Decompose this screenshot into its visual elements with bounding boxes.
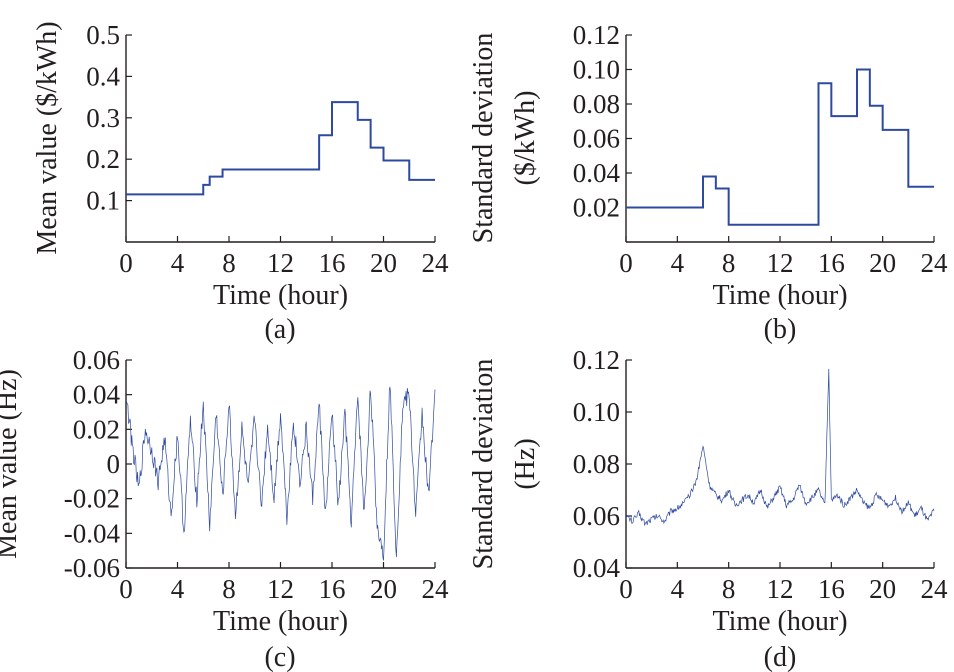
x-tick-label: 8 bbox=[722, 248, 736, 278]
x-axis-label: Time (hour) bbox=[213, 606, 348, 637]
y-axis-label-line2: (Hz) bbox=[510, 438, 541, 489]
y-tick-label: 0 bbox=[107, 449, 121, 479]
y-tick-label: 0.04 bbox=[573, 553, 621, 583]
x-axis-label: Time (hour) bbox=[712, 606, 847, 637]
panel-caption: (a) bbox=[264, 314, 295, 345]
panel-caption: (c) bbox=[264, 642, 295, 672]
x-tick-label: 20 bbox=[869, 248, 896, 278]
y-tick-label: 0.06 bbox=[573, 501, 620, 531]
y-axis-label: Standard deviation bbox=[468, 33, 499, 244]
y-tick-label: 0.08 bbox=[573, 449, 620, 479]
y-tick-label: 0.04 bbox=[573, 158, 621, 188]
x-tick-label: 12 bbox=[767, 574, 794, 604]
y-tick-label: 0.5 bbox=[86, 20, 120, 50]
y-tick-label: 0.04 bbox=[73, 380, 121, 410]
series-line bbox=[126, 101, 435, 196]
y-tick-label: 0.08 bbox=[573, 89, 620, 119]
x-tick-label: 16 bbox=[319, 248, 346, 278]
y-tick-label: 0.3 bbox=[86, 103, 120, 133]
x-tick-label: 20 bbox=[370, 248, 397, 278]
panel-caption: (d) bbox=[764, 642, 797, 672]
y-tick-label: -0.04 bbox=[64, 518, 121, 548]
x-tick-label: 16 bbox=[319, 574, 346, 604]
x-axis-label: Time (hour) bbox=[213, 280, 348, 311]
y-tick-label: 0.2 bbox=[86, 144, 120, 174]
chart-panel-1: 0 4 8 12 16 20 24 0.1 0.2 0.3 0.4 0.5 Time (hour) Mea… bbox=[32, 20, 449, 345]
x-tick-label: 12 bbox=[267, 574, 294, 604]
series-line bbox=[625, 368, 935, 527]
chart-panel-2: 0 4 8 12 16 20 24 0.02 0.04 0.06 0.08 0.10 0.12 Time … bbox=[468, 20, 948, 345]
x-tick-label: 0 bbox=[119, 574, 133, 604]
x-tick-label: 4 bbox=[171, 574, 185, 604]
y-axis-label: Standard deviation bbox=[468, 359, 499, 570]
y-axis-label: Mean value ($/kWh) bbox=[32, 21, 63, 254]
x-tick-label: 4 bbox=[171, 248, 185, 278]
chart-panel-3: 0 4 8 12 16 20 24 -0.06 -0.04 -0.02 0 0.02 0.04 0.06 T… bbox=[0, 345, 449, 672]
y-tick-label: -0.06 bbox=[64, 553, 120, 583]
x-tick-label: 24 bbox=[422, 248, 450, 278]
x-tick-label: 20 bbox=[370, 574, 397, 604]
y-tick-label: 0.02 bbox=[73, 414, 120, 444]
x-tick-label: 0 bbox=[119, 248, 133, 278]
x-tick-label: 0 bbox=[619, 574, 633, 604]
x-tick-label: 8 bbox=[222, 248, 236, 278]
y-tick-label: 0.1 bbox=[86, 186, 120, 216]
y-tick-label: 0.12 bbox=[573, 20, 620, 50]
x-tick-label: 16 bbox=[818, 574, 845, 604]
series-line bbox=[626, 68, 934, 226]
series-line bbox=[125, 386, 436, 561]
y-axis-label-line2: ($/kWh) bbox=[510, 91, 541, 186]
x-tick-label: 24 bbox=[921, 574, 949, 604]
x-tick-label: 0 bbox=[619, 248, 633, 278]
x-tick-label: 24 bbox=[422, 574, 450, 604]
y-tick-label: 0.10 bbox=[573, 397, 620, 427]
x-tick-label: 8 bbox=[222, 574, 236, 604]
x-axis-label: Time (hour) bbox=[712, 280, 847, 311]
x-tick-label: 24 bbox=[921, 248, 949, 278]
x-tick-label: 4 bbox=[671, 248, 685, 278]
y-tick-label: 0.4 bbox=[86, 61, 120, 91]
x-tick-label: 12 bbox=[267, 248, 294, 278]
x-tick-label: 12 bbox=[767, 248, 794, 278]
y-tick-label: 0.02 bbox=[573, 193, 620, 223]
chart-panel-4: 0 4 8 12 16 20 24 0.04 0.06 0.08 0.10 0.12 Time (hou… bbox=[468, 345, 948, 672]
x-tick-label: 20 bbox=[869, 574, 896, 604]
y-tick-label: 0.10 bbox=[573, 55, 620, 85]
y-axis-label: Mean value (Hz) bbox=[0, 369, 23, 559]
y-tick-label: -0.02 bbox=[64, 484, 120, 514]
x-tick-label: 16 bbox=[818, 248, 845, 278]
x-tick-label: 4 bbox=[671, 574, 685, 604]
x-tick-label: 8 bbox=[722, 574, 736, 604]
y-tick-label: 0.06 bbox=[573, 124, 620, 154]
y-tick-label: 0.06 bbox=[73, 345, 120, 375]
y-tick-label: 0.12 bbox=[573, 345, 620, 375]
panel-caption: (b) bbox=[764, 314, 797, 345]
